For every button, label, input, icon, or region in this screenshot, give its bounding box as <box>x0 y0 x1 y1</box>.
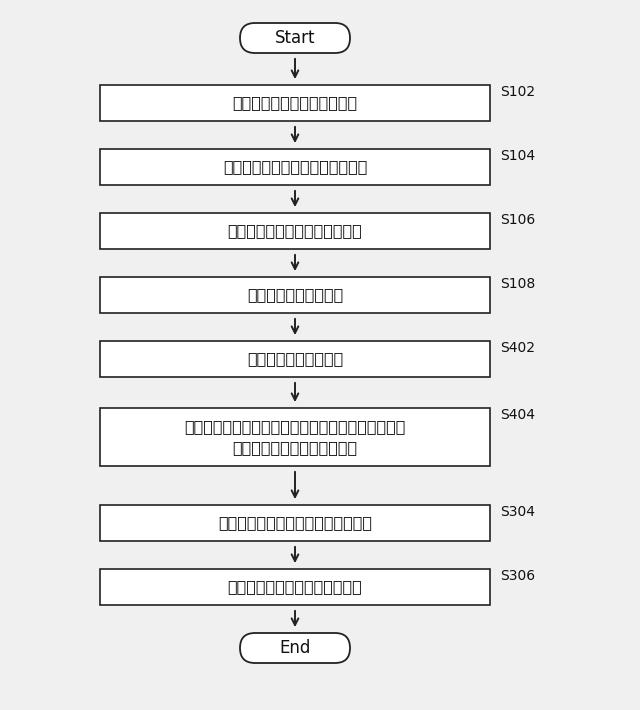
Text: S104: S104 <box>500 149 535 163</box>
Text: 第一コンテンツリストを表示: 第一コンテンツリストを表示 <box>232 96 358 111</box>
Text: フォーカス位置を取得: フォーカス位置を取得 <box>247 288 343 302</box>
FancyBboxPatch shape <box>100 505 490 541</box>
FancyBboxPatch shape <box>100 408 490 466</box>
Text: 第一基点コンテンツ位置を取得: 第一基点コンテンツ位置を取得 <box>228 224 362 239</box>
Text: End: End <box>279 639 310 657</box>
FancyBboxPatch shape <box>100 85 490 121</box>
Text: S304: S304 <box>500 505 535 519</box>
Text: S306: S306 <box>500 569 535 583</box>
Text: 基点コンテンツの選択を受け付け: 基点コンテンツの選択を受け付け <box>223 160 367 175</box>
FancyBboxPatch shape <box>240 633 350 663</box>
FancyBboxPatch shape <box>100 569 490 605</box>
Text: S102: S102 <box>500 85 535 99</box>
Text: S108: S108 <box>500 277 535 291</box>
Text: 第一基点コンテンツ位置と第二基点コンテンツ位置
との間の張力の大きさを算出: 第一基点コンテンツ位置と第二基点コンテンツ位置 との間の張力の大きさを算出 <box>184 419 406 455</box>
Text: S106: S106 <box>500 213 535 227</box>
Text: 第一コンテンツリストをスクロール: 第一コンテンツリストをスクロール <box>218 515 372 530</box>
Text: 基点コンテンツを表示: 基点コンテンツを表示 <box>247 351 343 366</box>
Text: S402: S402 <box>500 341 535 355</box>
FancyBboxPatch shape <box>100 149 490 185</box>
Text: S404: S404 <box>500 408 535 422</box>
FancyBboxPatch shape <box>100 341 490 377</box>
FancyBboxPatch shape <box>100 277 490 313</box>
Text: Start: Start <box>275 29 316 47</box>
Text: 張力の大きさを可視化して表示: 張力の大きさを可視化して表示 <box>228 579 362 594</box>
FancyBboxPatch shape <box>240 23 350 53</box>
FancyBboxPatch shape <box>100 213 490 249</box>
